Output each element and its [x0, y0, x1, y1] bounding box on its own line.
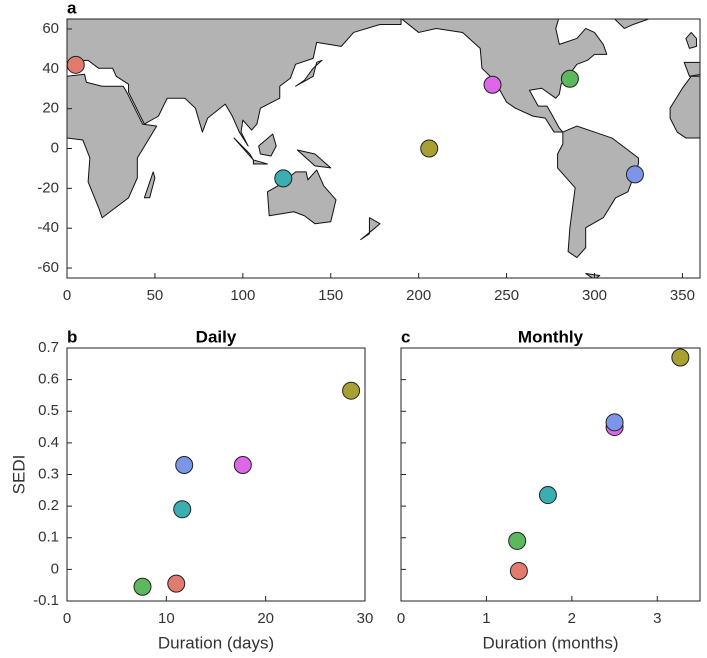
x-tick-label: 0 [63, 610, 71, 627]
point [671, 348, 690, 367]
axes-box [66, 347, 366, 602]
point [66, 55, 85, 74]
panel-label: b [67, 327, 77, 346]
point [560, 69, 579, 88]
y-tick-label: 0.6 [38, 371, 59, 388]
point [509, 561, 528, 580]
x-tick-label: 200 [406, 287, 431, 304]
x-tick-label: 300 [582, 287, 607, 304]
y-tick-label: 0 [51, 560, 59, 577]
point [274, 169, 293, 188]
x-tick-label: 1 [482, 610, 490, 627]
map-land [67, 19, 700, 278]
x-tick-label: 250 [494, 287, 519, 304]
x-tick-label: 2 [568, 610, 576, 627]
panel-label: c [401, 327, 410, 346]
x-tick-label: 10 [158, 610, 175, 627]
x-axis-label: Duration (days) [158, 633, 274, 652]
y-tick-label: -60 [37, 259, 59, 276]
x-axis-label: Duration (months) [482, 633, 618, 652]
x-tick-label: 150 [318, 287, 343, 304]
y-tick-label: 40 [42, 60, 59, 77]
y-tick-label: 60 [42, 20, 59, 37]
point [175, 456, 194, 475]
y-tick-label: -20 [37, 179, 59, 196]
x-tick-label: 350 [670, 287, 695, 304]
y-tick-label: 0.1 [38, 529, 59, 546]
y-tick-label: 0.5 [38, 402, 59, 419]
point [483, 75, 502, 94]
panel-title: Daily [196, 327, 237, 346]
y-tick-label: 0.2 [38, 497, 59, 514]
y-tick-label: 0.4 [38, 434, 59, 451]
point [233, 456, 252, 475]
panel-label: a [67, 0, 77, 17]
x-tick-label: 50 [147, 287, 164, 304]
point [538, 486, 557, 505]
panel-title: Monthly [518, 327, 584, 346]
y-tick-label: 0 [51, 139, 59, 156]
x-tick-label: 30 [357, 610, 374, 627]
point [173, 500, 192, 519]
point [420, 139, 439, 158]
point [167, 574, 186, 593]
x-tick-label: 3 [653, 610, 661, 627]
y-tick-label: 20 [42, 100, 59, 117]
point [508, 531, 527, 550]
x-tick-label: 0 [63, 287, 71, 304]
y-axis-label: SEDI [9, 455, 28, 495]
point [133, 577, 152, 596]
x-tick-label: 20 [257, 610, 274, 627]
y-tick-label: -40 [37, 219, 59, 236]
point [625, 165, 644, 184]
x-tick-label: 0 [397, 610, 405, 627]
axes-box [400, 347, 701, 602]
x-tick-label: 100 [230, 287, 255, 304]
y-tick-label: 0.7 [38, 339, 59, 356]
point [342, 381, 361, 400]
y-tick-label: -0.1 [33, 592, 59, 609]
point [605, 413, 624, 432]
y-tick-label: 0.3 [38, 465, 59, 482]
